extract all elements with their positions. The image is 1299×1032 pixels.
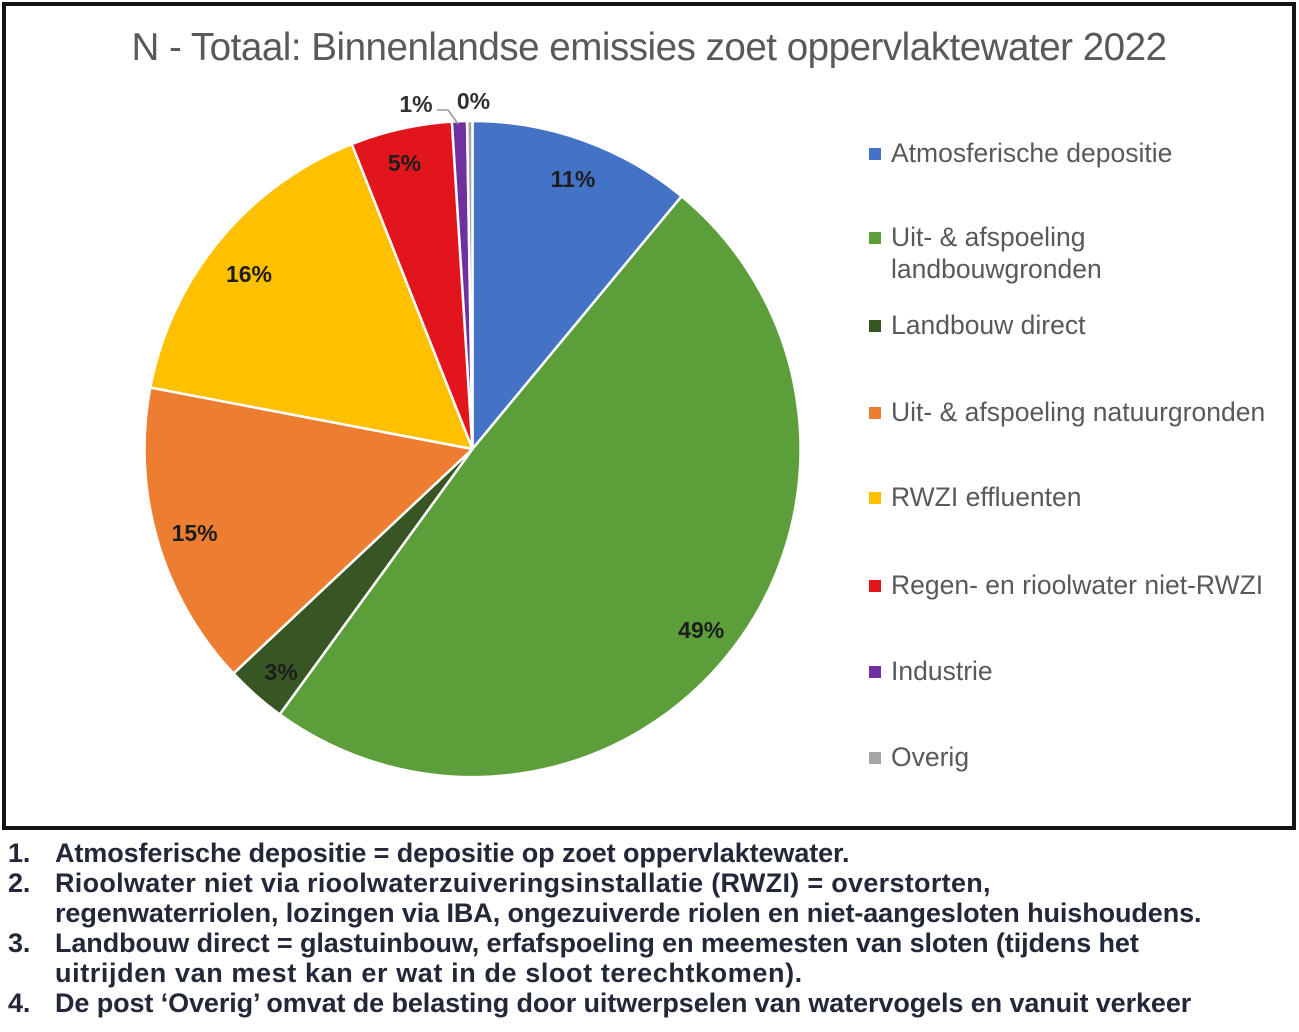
svg-text:5%: 5% bbox=[388, 150, 421, 176]
svg-text:1%: 1% bbox=[399, 91, 432, 117]
svg-text:11%: 11% bbox=[551, 166, 596, 192]
svg-text:15%: 15% bbox=[172, 520, 218, 546]
svg-text:49%: 49% bbox=[678, 617, 724, 643]
svg-text:16%: 16% bbox=[226, 261, 272, 287]
svg-text:0%: 0% bbox=[457, 88, 490, 114]
svg-text:3%: 3% bbox=[264, 659, 297, 685]
